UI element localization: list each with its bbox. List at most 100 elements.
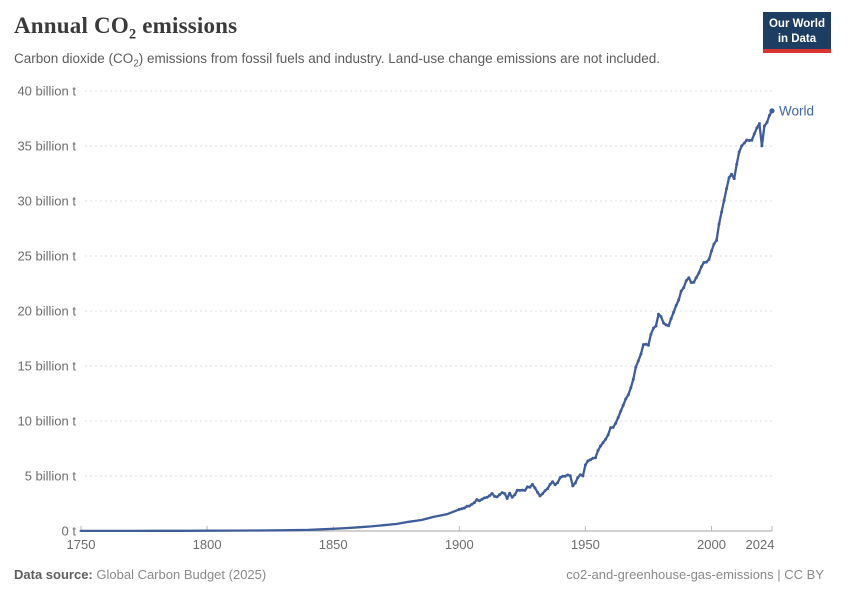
data-point [644,342,648,346]
data-point [742,141,746,145]
data-point [687,276,691,280]
data-point [566,473,570,477]
y-axis-tick-label: 40 billion t [17,84,76,99]
owid-logo[interactable]: Our World in Data [762,12,831,54]
data-point [641,343,645,347]
data-point [457,507,461,511]
data-point [467,504,471,508]
data-point [604,437,608,441]
data-point [707,257,711,261]
data-point [518,488,522,492]
data-point [460,507,464,511]
data-point [717,222,721,226]
data-point [503,492,507,496]
data-point [629,386,633,390]
data-point [495,495,499,499]
data-point [745,138,749,142]
data-point [677,298,681,302]
owid-logo-line1: Our World [768,18,825,30]
data-point [561,474,565,478]
data-point [669,317,673,321]
chart-slug-license: co2-and-greenhouse-gas-emissions | CC BY [566,567,824,582]
chart-title: Annual CO2 emissions [14,13,237,42]
data-point [662,321,666,325]
data-point [755,126,759,130]
data-point [488,494,491,498]
data-point [576,476,580,480]
data-point [626,393,630,397]
data-point [520,488,524,492]
data-point [730,172,734,176]
data-point [568,474,572,478]
data-point [500,491,504,495]
data-point [757,122,761,126]
y-axis-tick-label: 20 billion t [17,304,76,319]
x-axis-tick-label: 2000 [697,537,726,552]
x-axis-tick-label: 1750 [67,537,96,552]
data-point [563,474,567,478]
data-point [470,502,474,506]
x-axis-tick-label: 2024 [746,537,775,552]
chart-subtitle-text-2: ) emissions from fossil fuels and indust… [138,51,660,66]
data-point [760,144,764,148]
entity-label-world[interactable]: World [779,103,814,118]
chart-title-subscript: 2 [128,26,137,43]
data-point [594,456,597,460]
data-point [483,496,486,500]
data-point [664,323,668,327]
data-point [689,281,693,285]
data-point [679,289,683,293]
data-point [737,150,741,154]
data-point [475,498,479,502]
data-point [513,493,517,497]
x-axis-tick-label: 1900 [445,537,474,552]
data-point [485,495,489,499]
data-point [634,365,638,369]
data-point [619,409,623,413]
y-axis-tick-label: 0 t [62,524,77,539]
data-point [553,483,557,487]
series-line-world [79,109,774,533]
data-point [762,124,766,128]
data-point [530,482,534,486]
data-point [727,176,731,180]
x-axis-tick-label: 1850 [319,537,348,552]
data-point [715,238,718,242]
data-source-value: Global Carbon Budget (2025) [96,567,267,582]
data-point [674,303,678,307]
chart-subtitle-subscript: 2 [133,58,139,70]
data-point [702,261,706,264]
data-point [510,495,514,499]
data-point [498,493,502,497]
chart-title-text: Annual CO [14,13,129,38]
data-point [735,162,739,166]
data-point [765,120,769,124]
data-point [652,326,655,330]
data-point [684,279,688,283]
data-point [533,486,537,490]
data-point [747,139,751,142]
data-point [667,324,671,328]
data-point [543,489,547,493]
data-point [712,242,716,246]
data-point [528,485,532,489]
data-point [480,497,484,501]
data-point [523,488,527,492]
data-source: Data source: Global Carbon Budget (2025) [14,567,266,582]
data-point [536,490,539,494]
data-point [614,421,618,425]
data-point [508,491,512,495]
data-point [558,476,562,480]
data-point [573,481,577,485]
data-point [465,504,469,508]
data-point [752,132,756,136]
data-point [740,144,744,148]
data-point [609,426,613,430]
data-point [472,501,476,505]
y-axis-tick-label: 10 billion t [17,414,76,429]
data-point [654,324,658,328]
data-point [611,425,615,429]
chart-subtitle-text: Carbon dioxide (CO [14,51,134,66]
